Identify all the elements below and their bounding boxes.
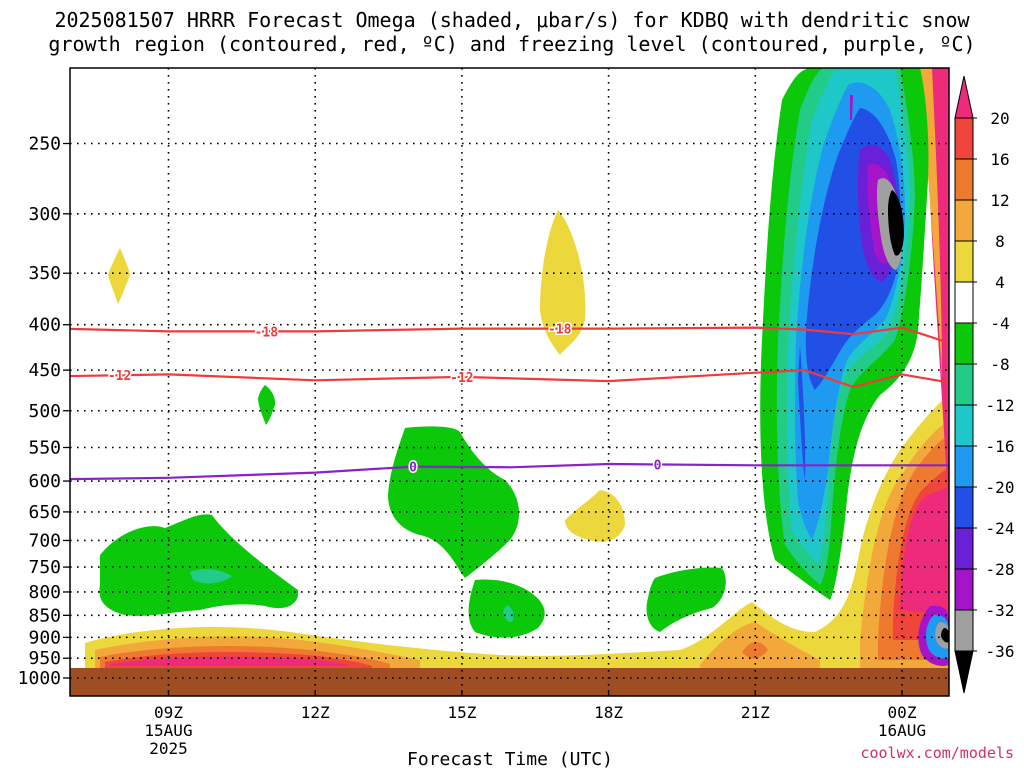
colorbar-bin-6	[954, 322, 974, 365]
omega-positive-band-20	[110, 656, 350, 666]
omega-negative-cell-b	[258, 385, 276, 425]
colorbar-bottom-arrow	[954, 650, 974, 694]
contour-label--12: -12	[108, 369, 131, 384]
y-tick-label-1000: 1000	[18, 668, 61, 689]
colorbar-label--24: -24	[986, 519, 1015, 538]
omega-negative-cell-a	[99, 514, 299, 616]
omega-ascent-column-36	[888, 190, 904, 256]
contour-line-0	[70, 462, 949, 481]
y-tick-label-850: 850	[28, 605, 61, 626]
colorbar-label--36: -36	[986, 642, 1015, 661]
colorbar-label-20: 20	[990, 109, 1009, 128]
colorbar-bin-12	[954, 568, 974, 611]
omega-negative-cell-a-inner	[190, 569, 232, 584]
y-tick-label-400: 400	[28, 315, 61, 336]
colorbar-bin-8	[954, 404, 974, 447]
omega-negative-cell-d-inner	[503, 605, 514, 622]
omega-positive-cell-b	[540, 210, 586, 355]
chart-title-line-1: 2025081507 HRRR Forecast Omega (shaded, …	[54, 8, 970, 32]
omega-negative-cell-c	[388, 426, 520, 578]
y-tick-label-800: 800	[28, 582, 61, 603]
colorbar-bin-5	[954, 281, 974, 324]
colorbar-label-12: 12	[990, 191, 1009, 210]
ground-below-surface	[70, 668, 949, 696]
colorbar: 20 16 12 8 4 -4 -8 -12 -16 -20 -24 -28 -32 -36	[954, 75, 1015, 694]
contour-label-0: 0	[654, 458, 662, 473]
x-tick-label-15Z: 15Z	[447, 703, 476, 722]
plot-frame	[69, 67, 950, 697]
colorbar-bin-7	[954, 363, 974, 406]
colorbar-label--16: -16	[986, 437, 1015, 456]
omega-negative-cell-e	[646, 567, 726, 632]
x-tick-sublabel-16AUG: 16AUG	[878, 721, 926, 740]
omega-negative-cell-f-black	[941, 628, 949, 643]
y-tick-label-550: 550	[28, 437, 61, 458]
colorbar-bin-2	[954, 158, 974, 201]
x-tick-label-00Z: 00Z	[888, 703, 917, 722]
y-tick-label-250: 250	[28, 134, 61, 155]
pressure-axis: 2503003504004505005506006507007508008509…	[18, 134, 70, 689]
y-tick-label-700: 700	[28, 530, 61, 551]
colorbar-label--32: -32	[986, 601, 1015, 620]
colorbar-label--20: -20	[986, 478, 1015, 497]
x-tick-label-12Z: 12Z	[301, 703, 330, 722]
colorbar-label-4: 4	[995, 273, 1005, 292]
colorbar-label-8: 8	[995, 232, 1005, 251]
x-tick-label-18Z: 18Z	[594, 703, 623, 722]
omega-positive-cell-a	[108, 248, 130, 304]
colorbar-bin-9	[954, 445, 974, 488]
colorbar-label-16: 16	[990, 150, 1009, 169]
contour-line--18	[70, 326, 949, 345]
omega-ascent-thin-streak	[798, 345, 806, 480]
colorbar-bin-1	[954, 117, 974, 160]
omega-positive-band-20b	[900, 487, 949, 615]
chart-title-line-2: growth region (contoured, red, ºC) and f…	[48, 32, 976, 56]
omega-positive-cell-c	[565, 490, 625, 542]
x-tick-label-21Z: 21Z	[741, 703, 770, 722]
colorbar-top-arrow	[954, 75, 974, 119]
contour-label--18: -18	[548, 323, 572, 338]
colorbar-bin-4	[954, 240, 974, 283]
x-axis-label: Forecast Time (UTC)	[407, 749, 613, 768]
y-tick-label-300: 300	[28, 204, 61, 225]
omega-ascent-small-marker	[850, 95, 853, 120]
colorbar-bin-3	[954, 199, 974, 242]
contour-label--12: -12	[450, 371, 473, 386]
colorbar-bin-10	[954, 486, 974, 529]
contour-line--12	[70, 369, 949, 388]
y-tick-label-450: 450	[28, 360, 61, 381]
x-tick-label-09Z: 09Z	[154, 703, 183, 722]
colorbar-label--12: -12	[986, 396, 1015, 415]
temperature-contours: -18 -18 -12 -12 0 0	[70, 321, 949, 481]
y-tick-label-350: 350	[28, 263, 61, 284]
y-tick-label-600: 600	[28, 471, 61, 492]
omega-shading	[70, 68, 949, 696]
y-tick-label-950: 950	[28, 648, 61, 669]
contour-label--18: -18	[255, 325, 279, 340]
y-tick-label-650: 650	[28, 502, 61, 523]
colorbar-bin-11	[954, 527, 974, 570]
y-tick-label-900: 900	[28, 627, 61, 648]
colorbar-bin-13	[954, 609, 974, 652]
omega-positive-right-edge-orange	[920, 68, 942, 380]
colorbar-label--4: -4	[990, 314, 1009, 333]
contour-label-0: 0	[409, 461, 417, 476]
source-credit: coolwx.com/models	[860, 744, 1014, 762]
colorbar-label--8: -8	[990, 355, 1009, 374]
x-tick-sublabel-15AUG: 15AUG	[144, 721, 192, 740]
x-tick-sublabel-2025: 2025	[149, 739, 188, 758]
colorbar-label--28: -28	[986, 560, 1015, 579]
y-tick-label-750: 750	[28, 557, 61, 578]
y-tick-label-500: 500	[28, 401, 61, 422]
